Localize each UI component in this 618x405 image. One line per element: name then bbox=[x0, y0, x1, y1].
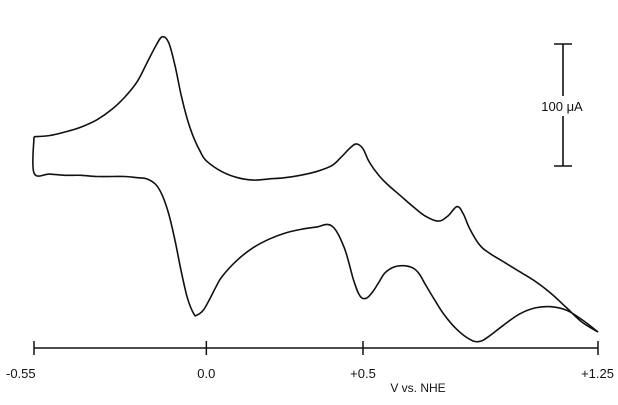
scale-bar-label: 100 μA bbox=[541, 99, 583, 114]
anodic-sweep-curve bbox=[33, 35, 599, 333]
x-axis-ticks: -0.55 0.0 +0.5 +1.25 bbox=[6, 341, 614, 381]
x-axis: -0.55 0.0 +0.5 +1.25 V vs. NHE bbox=[6, 341, 614, 395]
scale-bar: 100 μA bbox=[528, 43, 596, 167]
x-tick-label: +1.25 bbox=[581, 366, 614, 381]
x-tick-label: 0.0 bbox=[197, 366, 215, 381]
cathodic-sweep-curve bbox=[31, 136, 599, 343]
x-tick-label: -0.55 bbox=[6, 366, 36, 381]
x-tick-label: +0.5 bbox=[350, 366, 376, 381]
scale-bar-label-bg bbox=[528, 96, 596, 116]
x-axis-label: V vs. NHE bbox=[390, 381, 445, 395]
voltammogram-curves bbox=[31, 35, 599, 343]
